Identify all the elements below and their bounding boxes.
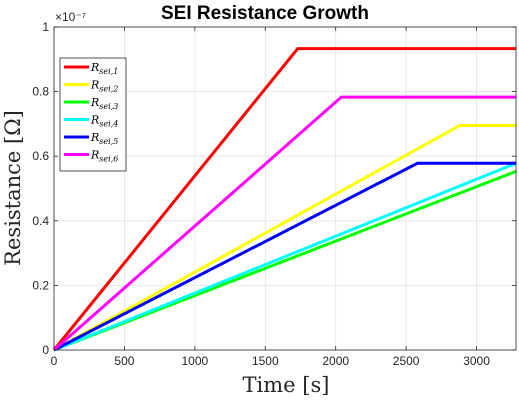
chart-title: SEI Resistance Growth <box>161 3 369 24</box>
y-tick-label: 1 <box>42 20 49 34</box>
legend-entry: Rsei,5 <box>90 131 118 146</box>
legend-box <box>59 57 127 172</box>
legend-entry-subscript: sei,5 <box>99 137 118 146</box>
legend-entry-subscript: sei,4 <box>99 120 118 129</box>
x-tick-label: 500 <box>114 354 134 368</box>
legend-entry-name: R <box>90 79 99 92</box>
legend-entry-name: R <box>90 61 99 74</box>
legend-entry: Rsei,6 <box>90 149 118 164</box>
legend-entry-name: R <box>90 114 99 127</box>
y-tick-label: 0 <box>42 343 49 357</box>
legend-entry-subscript: sei,3 <box>99 102 118 111</box>
legend-entry-subscript: sei,2 <box>99 85 118 94</box>
x-tick-label: 1000 <box>182 354 209 368</box>
series-layer <box>52 47 517 352</box>
x-tick-label: 0 <box>51 354 58 368</box>
legend-entry-name: R <box>90 149 99 162</box>
y-tick-label: 0.2 <box>32 278 49 292</box>
legend-entry-name: R <box>90 96 99 109</box>
x-tick-label: 1500 <box>252 354 279 368</box>
legend-entry: Rsei,2 <box>90 79 118 94</box>
x-tick-label: 3000 <box>463 354 490 368</box>
legend-entry: Rsei,1 <box>90 61 118 76</box>
x-tick-label: 2500 <box>393 354 420 368</box>
legend-entry-name: R <box>90 131 99 144</box>
y-tick-label: 0.8 <box>32 85 49 99</box>
legend-entry-subscript: sei,6 <box>99 155 118 164</box>
plot-frame <box>53 26 517 351</box>
plot-area <box>54 27 516 350</box>
axis-ticks: 0 500 1000 1500 2000 2500 3000 0 0.2 0.4 0.6 0.8 1 <box>32 20 516 368</box>
y-exponent-label: ×10⁻⁷ <box>55 10 86 24</box>
y-tick-label: 0.6 <box>32 149 49 163</box>
x-tick-label: 2000 <box>322 354 349 368</box>
series-line-sei-5 <box>53 161 516 352</box>
legend-entry-subscript: sei,1 <box>99 67 118 76</box>
series-line-sei-1 <box>52 47 516 351</box>
y-axis-label: Resistance [Ω] <box>1 110 25 266</box>
x-axis-label: Time [s] <box>243 373 330 397</box>
series-line-sei-2 <box>53 124 516 352</box>
legend-entry: Rsei,3 <box>90 96 118 111</box>
legend-entry: Rsei,4 <box>90 114 118 129</box>
y-tick-label: 0.4 <box>32 214 49 228</box>
series-line-sei-4 <box>53 161 517 352</box>
series-line-sei-6 <box>53 95 516 352</box>
